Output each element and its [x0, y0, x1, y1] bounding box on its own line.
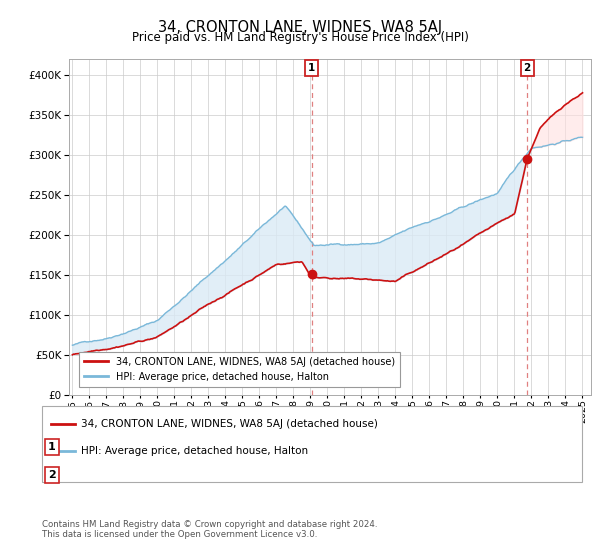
Text: 1: 1: [308, 63, 316, 73]
Text: 29-SEP-2021: 29-SEP-2021: [93, 468, 168, 482]
Text: HPI: Average price, detached house, Halton: HPI: Average price, detached house, Halt…: [81, 446, 308, 456]
Text: Contains HM Land Registry data © Crown copyright and database right 2024.
This d: Contains HM Land Registry data © Crown c…: [42, 520, 377, 539]
Legend: 34, CRONTON LANE, WIDNES, WA8 5AJ (detached house), HPI: Average price, detached: 34, CRONTON LANE, WIDNES, WA8 5AJ (detac…: [79, 352, 400, 386]
Text: Price paid vs. HM Land Registry's House Price Index (HPI): Price paid vs. HM Land Registry's House …: [131, 31, 469, 44]
Text: 22% ↓ HPI: 22% ↓ HPI: [384, 440, 446, 454]
Text: 2: 2: [524, 63, 531, 73]
Text: £295,000: £295,000: [252, 468, 308, 482]
Text: 1: 1: [48, 442, 56, 452]
Text: 03-FEB-2009: 03-FEB-2009: [93, 440, 169, 454]
Text: £151,500: £151,500: [252, 440, 308, 454]
Text: 2: 2: [48, 470, 56, 480]
Text: 34, CRONTON LANE, WIDNES, WA8 5AJ: 34, CRONTON LANE, WIDNES, WA8 5AJ: [158, 20, 442, 35]
Text: 5% ↑ HPI: 5% ↑ HPI: [384, 468, 439, 482]
Text: 34, CRONTON LANE, WIDNES, WA8 5AJ (detached house): 34, CRONTON LANE, WIDNES, WA8 5AJ (detac…: [81, 419, 378, 429]
